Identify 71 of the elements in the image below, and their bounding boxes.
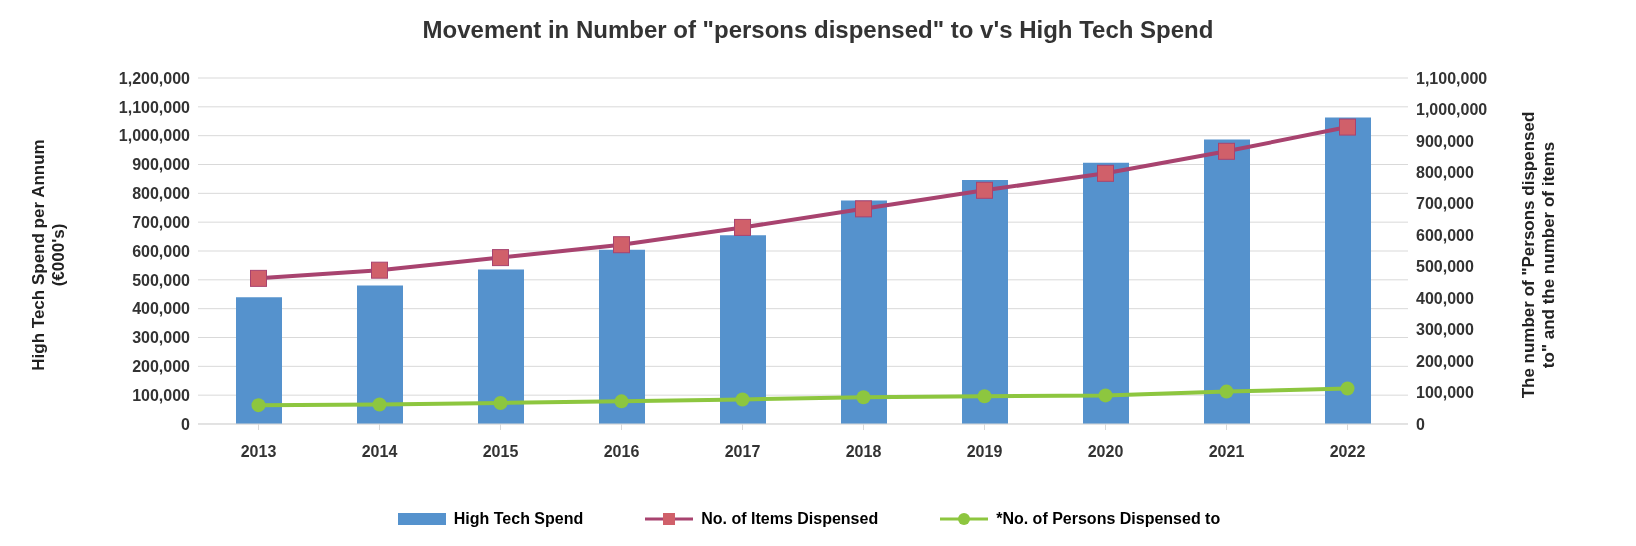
- y-tick-label: 600,000: [132, 242, 191, 260]
- y2-tick-label: 0: [1416, 415, 1425, 433]
- point: [250, 269, 267, 287]
- y-tick-label: 1,100,000: [118, 98, 191, 116]
- y2-tick-label: 400,000: [1416, 289, 1474, 307]
- y-axis-title: High Tech Spend per Annum (€000's): [29, 139, 68, 371]
- bar: [720, 235, 766, 424]
- point: [371, 261, 388, 279]
- y-tick-label: 900,000: [132, 156, 191, 174]
- legend-label: No. of Items Dispensed: [701, 510, 879, 528]
- point: [493, 395, 508, 410]
- point: [1339, 118, 1356, 136]
- bar: [1204, 139, 1250, 424]
- bar: [1083, 162, 1129, 424]
- y-tick-label: 700,000: [132, 213, 191, 231]
- point: [614, 394, 629, 409]
- y2-tick-label: 1,000,000: [1416, 101, 1488, 119]
- x-tick-label: 2022: [1329, 443, 1366, 461]
- x-tick-label: 2017: [724, 443, 761, 461]
- point: [1098, 388, 1113, 403]
- point: [613, 236, 630, 254]
- y2-tick-label: 500,000: [1416, 258, 1474, 276]
- x-tick-label: 2020: [1087, 443, 1124, 461]
- x-tick-label: 2016: [603, 443, 640, 461]
- point: [1219, 384, 1234, 399]
- bar: [478, 269, 524, 424]
- bar: [599, 249, 645, 424]
- y2-axis-title: The number of "Persons dispensed to" and the number of items: [1519, 111, 1558, 399]
- y2-tick-label: 300,000: [1416, 321, 1474, 339]
- point: [856, 390, 871, 405]
- x-tick-label: 2015: [482, 443, 519, 461]
- point: [976, 181, 993, 199]
- point: [855, 200, 872, 218]
- y-tick-label: 500,000: [132, 271, 191, 289]
- y2-tick-label: 700,000: [1416, 195, 1474, 213]
- point: [492, 249, 509, 267]
- y2-tick-label: 600,000: [1416, 226, 1474, 244]
- point: [977, 389, 992, 404]
- legend-label: *No. of Persons Dispensed to: [996, 510, 1221, 528]
- x-tick-label: 2019: [966, 443, 1003, 461]
- point: [1097, 164, 1114, 182]
- y-tick-label: 800,000: [132, 185, 191, 203]
- x-tick-label: 2018: [845, 443, 882, 461]
- point: [1340, 381, 1355, 396]
- y-tick-label: 1,000,000: [118, 127, 191, 145]
- y2-tick-label: 200,000: [1416, 352, 1474, 370]
- chart-title: Movement in Number of "persons dispensed" to v's High Tech Spend: [421, 16, 1215, 44]
- y-tick-label: 1,200,000: [118, 69, 191, 87]
- y2-tick-label: 900,000: [1416, 132, 1474, 150]
- y-tick-label: 300,000: [132, 329, 191, 347]
- y-tick-label: 200,000: [132, 358, 191, 376]
- point: [734, 218, 751, 236]
- point: [372, 397, 387, 412]
- y2-tick-label: 800,000: [1416, 164, 1474, 182]
- y2-tick-label: 100,000: [1416, 384, 1474, 402]
- y-tick-label: 100,000: [132, 386, 191, 404]
- point: [735, 392, 750, 407]
- x-tick-label: 2014: [361, 443, 398, 461]
- y2-tick-label: 1,100,000: [1416, 69, 1488, 87]
- point: [251, 398, 266, 413]
- x-tick-label: 2013: [240, 443, 277, 461]
- bar: [236, 297, 282, 424]
- bar: [1325, 117, 1371, 424]
- point: [1218, 142, 1235, 160]
- bar: [962, 180, 1008, 424]
- x-tick-label: 2021: [1208, 443, 1245, 461]
- legend-label: High Tech Spend: [453, 510, 584, 528]
- y-tick-label: 0: [181, 415, 191, 433]
- bar: [841, 200, 887, 424]
- y-tick-label: 400,000: [132, 300, 191, 318]
- bar: [357, 285, 403, 424]
